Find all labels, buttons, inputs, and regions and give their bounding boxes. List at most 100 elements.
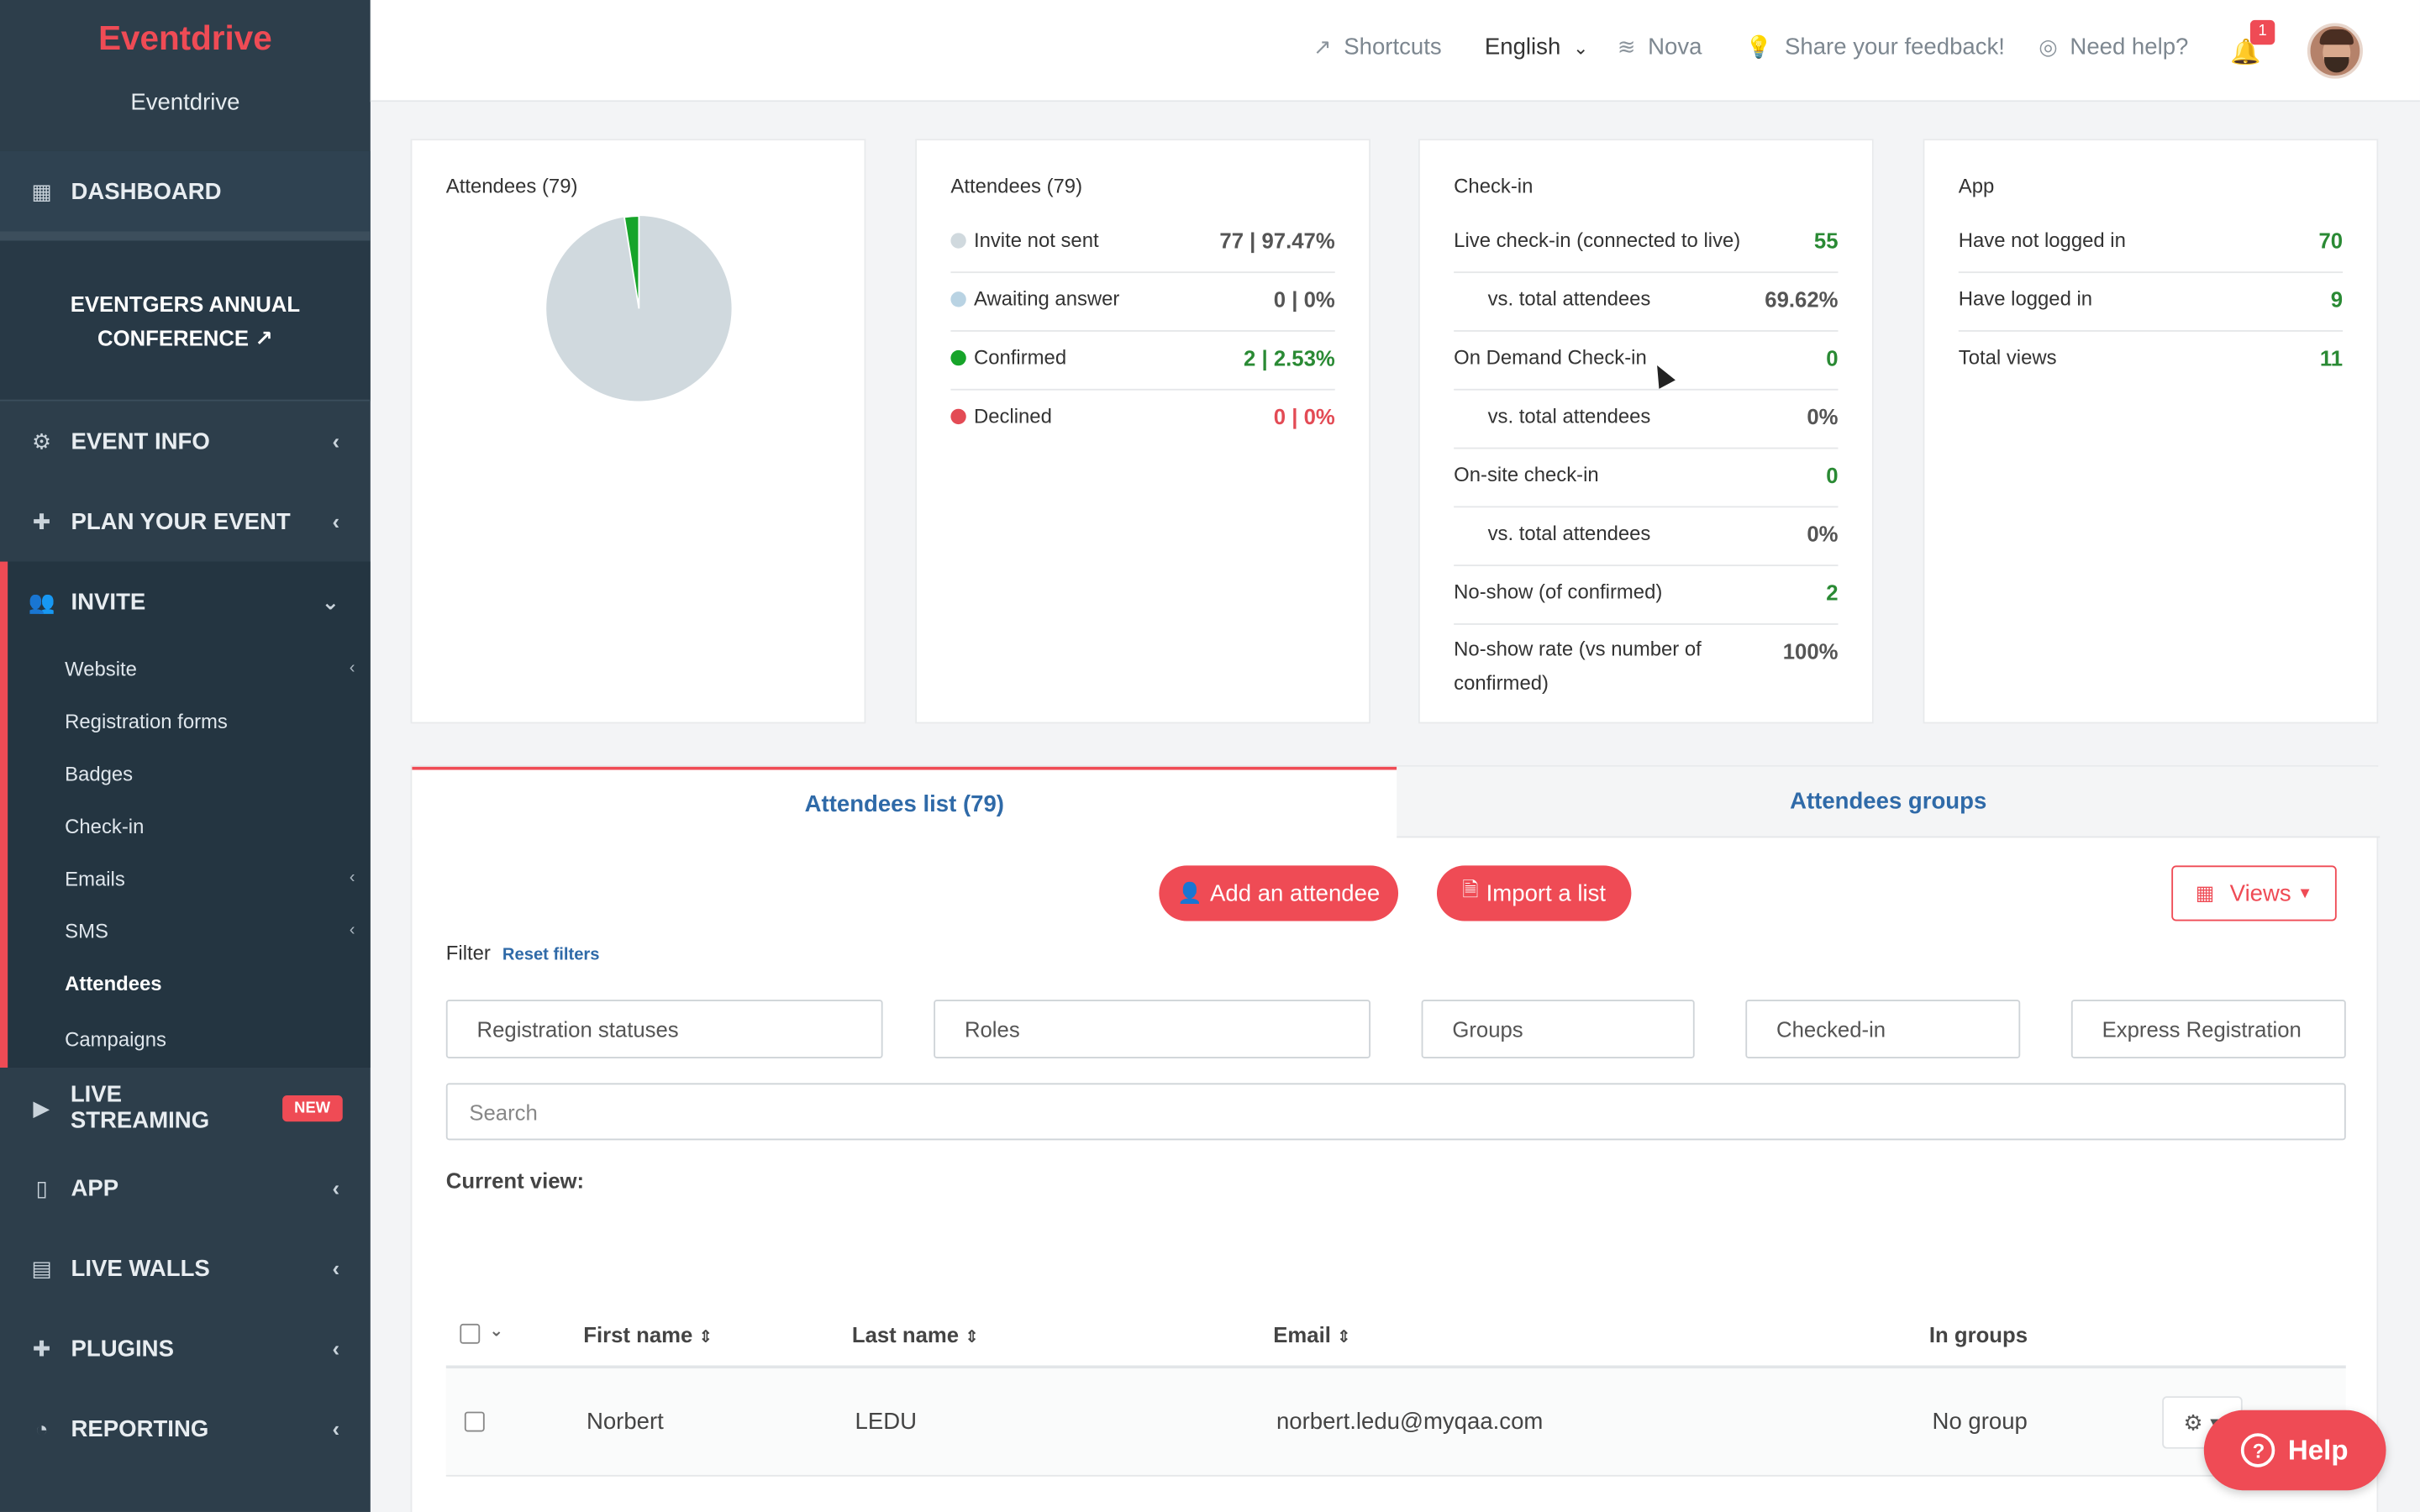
chevron-left-icon: ‹ xyxy=(332,1336,340,1361)
tab-attendees-list[interactable]: Attendees list (79) xyxy=(412,766,1397,838)
avatar-hair xyxy=(2319,29,2354,45)
help-button[interactable]: ? Help xyxy=(2203,1410,2386,1491)
sidebar: Eventdrive Eventdrive ▦ DASHBOARD EVENTG… xyxy=(0,0,371,1512)
user-icon: 👤 xyxy=(1177,880,1202,905)
sub-item-website[interactable]: Website ‹ xyxy=(8,642,371,694)
stat-label: No-show rate (vs number of confirmed) xyxy=(1454,637,1702,695)
row-checkbox[interactable] xyxy=(464,1411,485,1432)
pie-slice-confirmed xyxy=(623,215,640,309)
nav-dashboard[interactable]: ▦ DASHBOARD xyxy=(0,150,371,241)
nav-plugins[interactable]: ✚ PLUGINS ‹ xyxy=(0,1309,371,1389)
tab-attendees-groups[interactable]: Attendees groups xyxy=(1397,766,2381,838)
pie-card-title: Attendees (79) xyxy=(445,174,578,198)
filter-placeholder: Roles xyxy=(964,1016,1020,1042)
stat-value: 100% xyxy=(1782,638,1839,664)
new-badge: NEW xyxy=(281,1095,343,1121)
mobile-icon: ▯ xyxy=(35,1174,48,1200)
feedback-link[interactable]: 💡 Share your feedback! xyxy=(1745,34,2005,60)
select-all-checkbox[interactable] xyxy=(460,1323,481,1344)
nav-event-info[interactable]: ⚙ EVENT INFO ‹ xyxy=(0,402,371,482)
language-select[interactable]: English ⌄ xyxy=(1485,34,1589,60)
registration-status-filter[interactable]: Registration statuses xyxy=(445,1000,883,1058)
stat-label-wrap: Awaiting answer xyxy=(950,287,1119,310)
help-link[interactable]: ◎ Need help? xyxy=(2039,34,2188,60)
search-input[interactable]: Search xyxy=(445,1083,2346,1141)
column-last-name[interactable]: Last name ⇕ xyxy=(852,1322,979,1347)
file-icon: 🗎 xyxy=(1462,878,1479,901)
stat-value: 55 xyxy=(1813,228,1839,254)
play-icon: ▶ xyxy=(33,1095,50,1120)
event-name-line2-wrap: CONFERENCE ↗ xyxy=(97,320,273,354)
nav-live-walls[interactable]: ▤ LIVE WALLS ‹ xyxy=(0,1228,371,1309)
stat-label: Confirmed xyxy=(973,345,1067,369)
stat-label-wrap: Invite not sent xyxy=(950,228,1099,251)
sub-item-label: Badges xyxy=(65,761,134,785)
cell-first-name: Norbert xyxy=(586,1408,664,1436)
stat-value: 11 xyxy=(2319,345,2344,370)
nav-reporting[interactable]: ◔ REPORTING ‹ xyxy=(0,1389,371,1469)
chevron-left-icon: ‹ xyxy=(332,428,340,454)
event-name-line1: EVENTGERS ANNUAL xyxy=(70,291,301,316)
nav-live-streaming-label: LIVE STREAMING xyxy=(70,1081,210,1134)
table-row[interactable]: Norbert LEDU norbert.ledu@myqaa.com No g… xyxy=(445,1368,2346,1477)
checked-in-filter[interactable]: Checked-in xyxy=(1745,1000,2021,1058)
avatar-beard xyxy=(2324,56,2349,73)
add-attendee-button[interactable]: 👤 Add an attendee xyxy=(1159,865,1399,921)
groups-filter[interactable]: Groups xyxy=(1421,1000,1695,1058)
stat-on-demand-checkin: On Demand Check-in 0 xyxy=(1454,332,1839,391)
sub-item-check-in[interactable]: Check-in xyxy=(8,799,371,851)
nav-invite-label: INVITE xyxy=(71,588,146,615)
table-header: ⌄ First name ⇕ Last name ⇕ Email ⇕ In gr… xyxy=(445,1307,2346,1369)
stat-on-demand-ratio: vs. total attendees 0% xyxy=(1454,391,1839,449)
filter-label: Filter Reset filters xyxy=(446,941,600,964)
stat-value: 0 | 0% xyxy=(1273,286,1335,312)
stat-label: vs. total attendees xyxy=(1487,286,1651,311)
organization-name: Eventdrive xyxy=(130,89,240,116)
database-selector[interactable]: ≋ Nova xyxy=(1618,34,1702,60)
shortcuts-label: Shortcuts xyxy=(1344,34,1442,60)
status-dot xyxy=(950,291,966,307)
import-list-label: Import a list xyxy=(1486,879,1607,907)
sub-item-label: Registration forms xyxy=(65,708,228,732)
question-icon: ? xyxy=(2241,1433,2276,1467)
chevron-down-icon: ⌄ xyxy=(1572,36,1589,58)
attendees-status-card: Attendees (79) Invite not sent 77 | 97.4… xyxy=(915,139,1370,724)
nav-invite[interactable]: 👥 INVITE ⌄ xyxy=(8,562,371,643)
help-button-label: Help xyxy=(2287,1434,2349,1465)
column-label: Last name xyxy=(851,1322,960,1347)
views-dropdown[interactable]: ▦ Views ▼ xyxy=(2171,865,2337,921)
nav-dashboard-label: DASHBOARD xyxy=(71,178,222,205)
chevron-left-icon: ‹ xyxy=(349,921,355,940)
filter-placeholder: Groups xyxy=(1452,1016,1523,1042)
column-label: Email xyxy=(1273,1322,1331,1347)
column-first-name[interactable]: First name ⇕ xyxy=(583,1322,713,1347)
roles-filter[interactable]: Roles xyxy=(934,1000,1370,1058)
filter-placeholder: Registration statuses xyxy=(476,1016,679,1042)
sub-item-sms[interactable]: SMS ‹ xyxy=(8,904,371,956)
sub-item-campaigns[interactable]: Campaigns xyxy=(8,1009,371,1068)
brand-logo[interactable]: Eventdrive xyxy=(98,18,272,57)
stat-label: On-site check-in xyxy=(1454,463,1599,486)
sub-item-label: Website xyxy=(65,656,137,680)
sub-item-attendees[interactable]: Attendees xyxy=(8,957,371,1009)
current-event[interactable]: EVENTGERS ANNUAL CONFERENCE ↗ xyxy=(0,240,371,402)
caret-down-icon: ▼ xyxy=(2297,885,2313,902)
avatar[interactable] xyxy=(2307,23,2363,79)
nav-app[interactable]: ▯ APP ‹ xyxy=(0,1148,371,1229)
sub-item-badges[interactable]: Badges xyxy=(8,747,371,799)
express-registration-filter[interactable]: Express Registration xyxy=(2070,1000,2346,1058)
chevron-down-icon[interactable]: ⌄ xyxy=(489,1322,504,1341)
nav-live-streaming[interactable]: ▶ LIVE STREAMING NEW xyxy=(0,1068,371,1148)
attendees-pie-card: Attendees (79) xyxy=(410,139,866,724)
sub-item-registration-forms[interactable]: Registration forms xyxy=(8,695,371,747)
stat-invite-not-sent: Invite not sent 77 | 97.47% xyxy=(950,214,1335,274)
stat-value: 0% xyxy=(1807,404,1839,429)
nav-plan-event[interactable]: ✚ PLAN YOUR EVENT ‹ xyxy=(0,481,371,562)
import-list-button[interactable]: 🗎 Import a list xyxy=(1436,865,1632,921)
shortcuts-link[interactable]: ↗ Shortcuts xyxy=(1313,34,1442,60)
stat-declined: Declined 0 | 0% xyxy=(950,391,1335,449)
column-email[interactable]: Email ⇕ xyxy=(1273,1322,1351,1347)
external-link-icon[interactable]: ↗ xyxy=(255,324,273,350)
reset-filters-link[interactable]: Reset filters xyxy=(502,945,600,964)
sub-item-emails[interactable]: Emails ‹ xyxy=(8,852,371,904)
